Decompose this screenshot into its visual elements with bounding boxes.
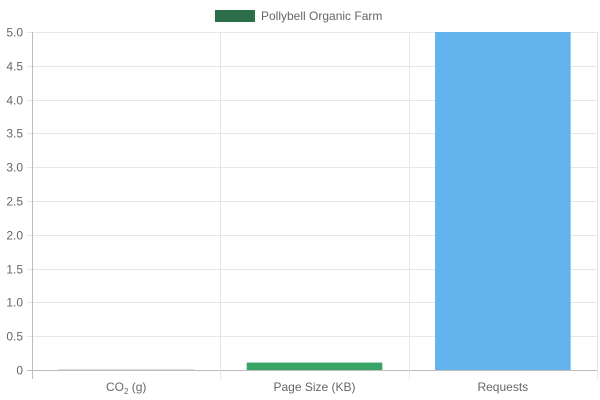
y-tick-label: 3.5 bbox=[6, 127, 23, 141]
grid bbox=[27, 32, 598, 379]
x-tick-label-text: CO bbox=[106, 380, 124, 394]
y-tick-label: 4.0 bbox=[6, 94, 23, 108]
bar[interactable] bbox=[435, 32, 571, 370]
legend[interactable]: Pollybell Organic Farm bbox=[215, 9, 382, 23]
y-tick-label: 1.5 bbox=[6, 263, 23, 277]
x-tick-label-text: Page Size (KB) bbox=[273, 380, 355, 394]
x-axis: CO2 (g) Page Size (KB) Requests bbox=[106, 380, 528, 396]
y-tick-label: 5.0 bbox=[6, 26, 23, 40]
legend-swatch bbox=[215, 10, 255, 22]
y-tick-label: 1.0 bbox=[6, 296, 23, 310]
x-tick-label-subscript: 2 bbox=[124, 387, 129, 396]
y-tick-label: 0 bbox=[16, 364, 23, 378]
x-tick-label-text: Requests bbox=[477, 380, 528, 394]
x-tick-label: CO2 (g) bbox=[106, 380, 146, 396]
y-tick-label: 0.5 bbox=[6, 330, 23, 344]
y-axis: 0 0.5 1.0 1.5 2.0 2.5 3.0 3.5 4.0 4.5 5.0 bbox=[6, 26, 23, 378]
y-tick-label: 2.5 bbox=[6, 195, 23, 209]
y-tick-label: 3.0 bbox=[6, 161, 23, 175]
y-tick-label: 2.0 bbox=[6, 229, 23, 243]
legend-label: Pollybell Organic Farm bbox=[261, 9, 382, 23]
x-tick-label-suffix: (g) bbox=[128, 380, 146, 394]
bars bbox=[58, 32, 571, 370]
bar[interactable] bbox=[246, 362, 383, 370]
x-tick-label: Requests bbox=[477, 380, 528, 394]
x-tick-label: Page Size (KB) bbox=[273, 380, 355, 394]
y-tick-label: 4.5 bbox=[6, 60, 23, 74]
